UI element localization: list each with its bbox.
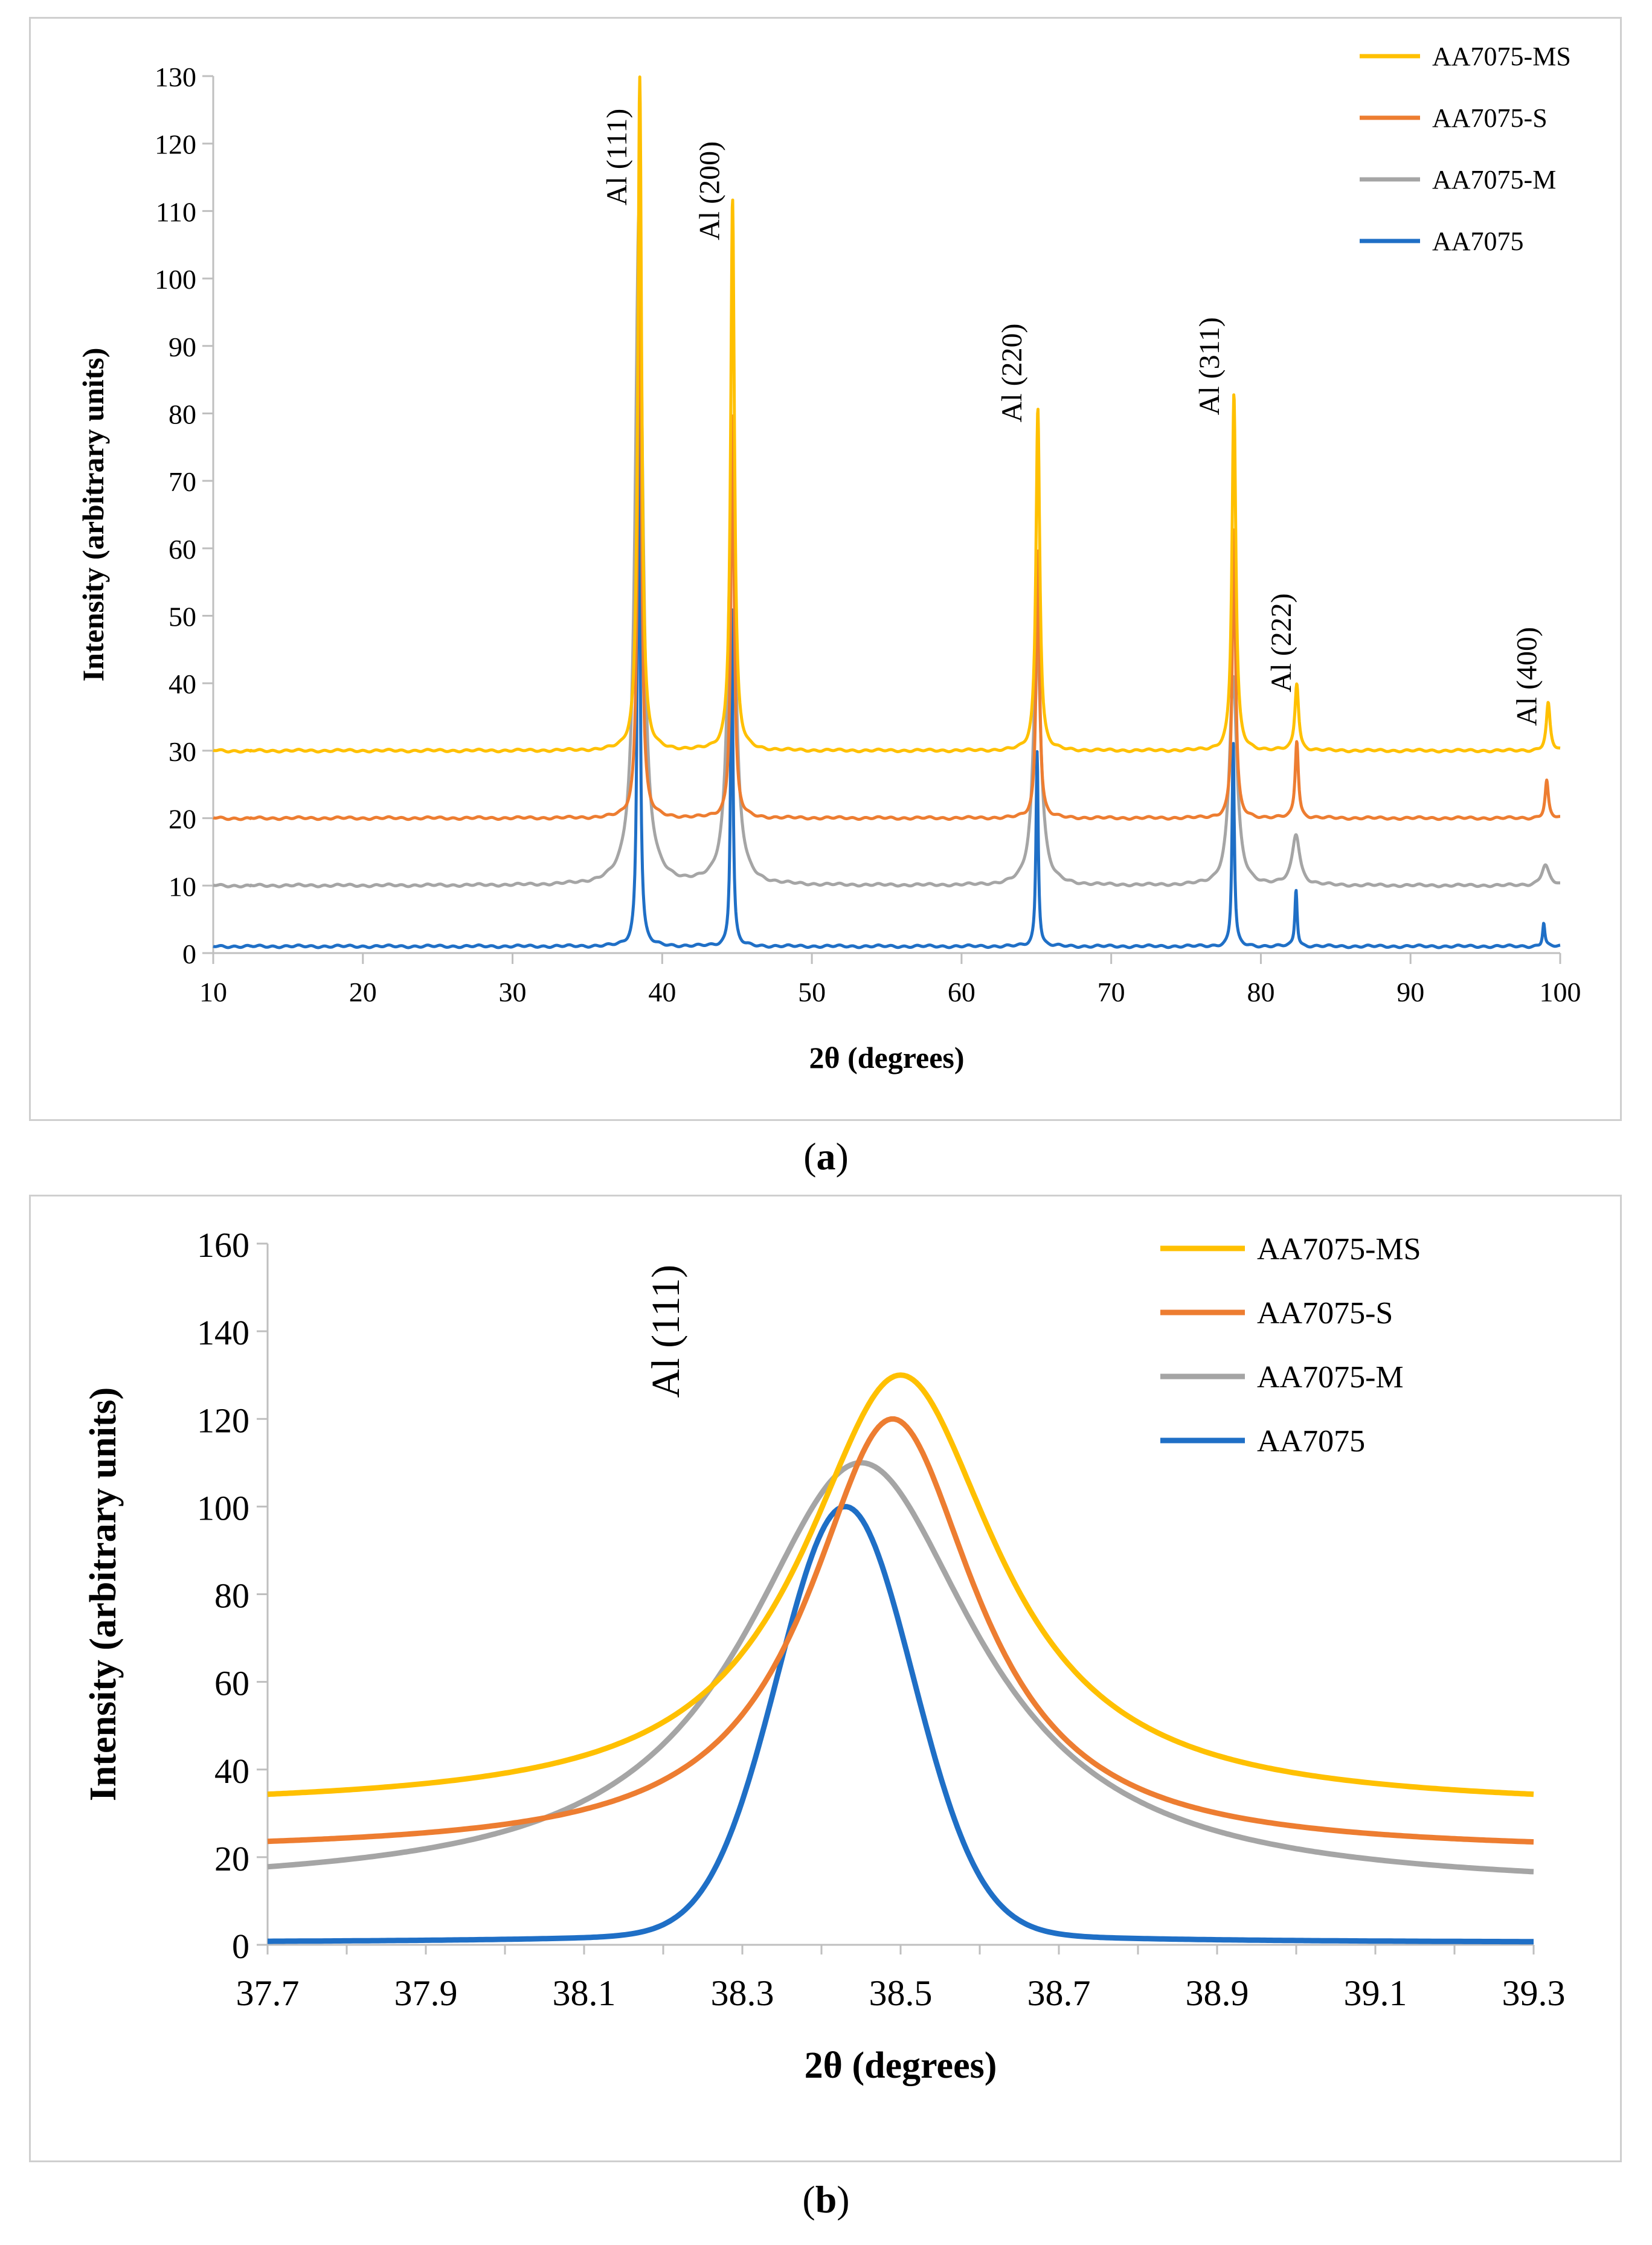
x-tick-label: 38.3 (711, 1973, 774, 2013)
peak-label-3: Al (311) (1194, 317, 1226, 415)
y-tick-label: 60 (169, 534, 196, 565)
series-line-aa7075-s (212, 147, 1561, 821)
peak-label-5: Al (400) (1511, 627, 1543, 726)
y-tick-label: 100 (197, 1488, 249, 1527)
y-axis-title: Intensity (arbitrary units) (83, 1387, 124, 1801)
y-tick-label: 80 (169, 399, 196, 429)
legend-label: AA7075-MS (1432, 42, 1571, 71)
x-tick-label: 50 (798, 977, 826, 1007)
y-tick-label: 140 (197, 1313, 249, 1352)
caption-b: (b) (802, 2178, 850, 2221)
y-tick-label: 110 (156, 196, 196, 227)
caption-b-letter: b (815, 2178, 837, 2221)
chart-panel-b: 0 20 40 60 80 100 120 140 160 37.7 37.9 38.1 38.3 38.… (29, 1195, 1622, 2162)
y-tick-label: 40 (169, 669, 196, 699)
x-axis-title: 2θ (degrees) (809, 1041, 964, 1074)
series-line-aa7075-m (212, 210, 1561, 888)
x-tick-label: 40 (648, 977, 676, 1007)
peak-label-1: Al (200) (693, 141, 725, 240)
y-tick-label: 60 (214, 1664, 249, 1703)
legend-label: AA7075-M (1257, 1360, 1404, 1395)
y-tick-label: 0 (182, 939, 196, 969)
x-tick-label: 60 (948, 977, 975, 1007)
y-tick-label: 10 (169, 871, 196, 902)
y-axis-title: Intensity (arbitrary units) (76, 348, 110, 682)
y-tick-label: 130 (155, 62, 196, 92)
series-line-aa7075-ms (267, 1372, 1534, 1797)
y-tick-label: 50 (169, 602, 196, 632)
x-tick-label: 70 (1098, 977, 1125, 1007)
series-line-aa7075 (268, 1504, 1534, 1945)
x-tick-label: 39.1 (1344, 1973, 1407, 2013)
y-tick-label: 30 (169, 736, 196, 767)
x-tick-label: 37.7 (236, 1973, 300, 2013)
legend-label: AA7075 (1432, 226, 1524, 256)
y-tick-label: 70 (169, 466, 196, 497)
x-tick-label: 38.1 (553, 1973, 616, 2013)
peak-label-2: Al (220) (996, 323, 1028, 422)
y-tick-label: 20 (169, 804, 196, 835)
x-tick-label: 30 (499, 977, 527, 1007)
legend-label: AA7075-MS (1257, 1232, 1421, 1267)
x-axis-title: 2θ (degrees) (805, 2045, 997, 2086)
x-tick-label: 38.9 (1186, 1973, 1249, 2013)
y-tick-label: 90 (169, 332, 196, 362)
y-tick-label: 160 (197, 1225, 249, 1265)
caption-a: (a) (803, 1135, 849, 1178)
chart-panel-a: 0 10 20 30 40 50 60 70 80 90 100 110 120 130 10 20 30 40 5… (29, 17, 1622, 1121)
y-tick-label: 100 (155, 264, 196, 295)
series-line-aa7075 (212, 279, 1561, 949)
x-tick-label: 90 (1396, 977, 1424, 1007)
x-tick-label: 80 (1247, 977, 1274, 1007)
legend-label: AA7075-S (1257, 1296, 1393, 1331)
x-tick-label: 37.9 (394, 1973, 458, 2013)
peak-label-4: Al (222) (1265, 593, 1297, 692)
x-tick-label: 38.7 (1027, 1973, 1091, 2013)
x-tick-label: 39.3 (1502, 1973, 1566, 2013)
x-tick-label: 20 (349, 977, 377, 1007)
peak-label-0: Al (111) (601, 109, 633, 205)
y-tick-label: 120 (197, 1401, 249, 1440)
y-tick-label: 80 (214, 1576, 249, 1616)
xrd-chart-zoom-111: 0 20 40 60 80 100 120 140 160 37.7 37.9 38.1 38.3 38.… (83, 1225, 1566, 2086)
x-tick-label: 100 (1540, 977, 1581, 1007)
legend-label: AA7075 (1257, 1424, 1365, 1459)
x-tick-label: 10 (199, 977, 227, 1007)
legend-label: AA7075-M (1432, 165, 1556, 194)
y-tick-label: 20 (214, 1839, 249, 1878)
legend-label: AA7075-S (1432, 103, 1548, 133)
series-line-aa7075-ms (212, 75, 1561, 754)
y-tick-label: 120 (155, 129, 196, 160)
series-line-aa7075-m (267, 1460, 1534, 1875)
y-tick-label: 0 (232, 1927, 249, 1966)
series-line-aa7075-s (267, 1416, 1534, 1845)
caption-a-letter: a (816, 1135, 836, 1178)
x-tick-label: 38.5 (869, 1973, 933, 2013)
peak-label-0: Al (111) (644, 1265, 688, 1398)
y-tick-label: 40 (214, 1752, 249, 1791)
